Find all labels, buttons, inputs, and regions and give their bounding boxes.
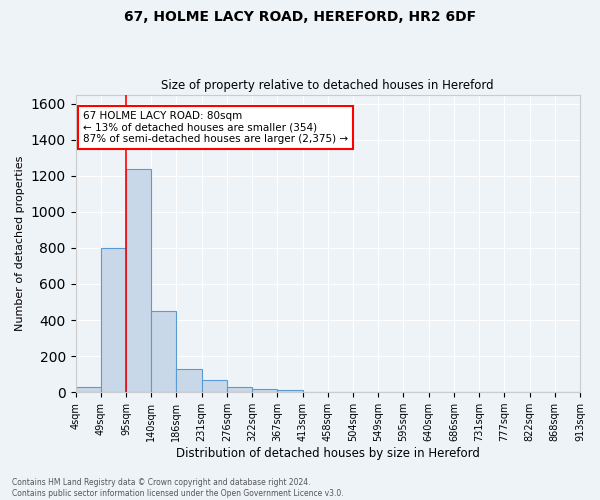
Bar <box>252 388 277 392</box>
Text: 67, HOLME LACY ROAD, HEREFORD, HR2 6DF: 67, HOLME LACY ROAD, HEREFORD, HR2 6DF <box>124 10 476 24</box>
Bar <box>202 380 227 392</box>
Text: 67 HOLME LACY ROAD: 80sqm
← 13% of detached houses are smaller (354)
87% of semi: 67 HOLME LACY ROAD: 80sqm ← 13% of detac… <box>83 111 348 144</box>
Bar <box>227 387 252 392</box>
Text: Contains HM Land Registry data © Crown copyright and database right 2024.
Contai: Contains HM Land Registry data © Crown c… <box>12 478 344 498</box>
Y-axis label: Number of detached properties: Number of detached properties <box>15 156 25 331</box>
Bar <box>277 390 302 392</box>
X-axis label: Distribution of detached houses by size in Hereford: Distribution of detached houses by size … <box>176 447 480 460</box>
Bar <box>126 168 151 392</box>
Bar <box>76 387 101 392</box>
Bar <box>151 311 176 392</box>
Bar <box>176 369 202 392</box>
Title: Size of property relative to detached houses in Hereford: Size of property relative to detached ho… <box>161 79 494 92</box>
Bar <box>101 248 126 392</box>
